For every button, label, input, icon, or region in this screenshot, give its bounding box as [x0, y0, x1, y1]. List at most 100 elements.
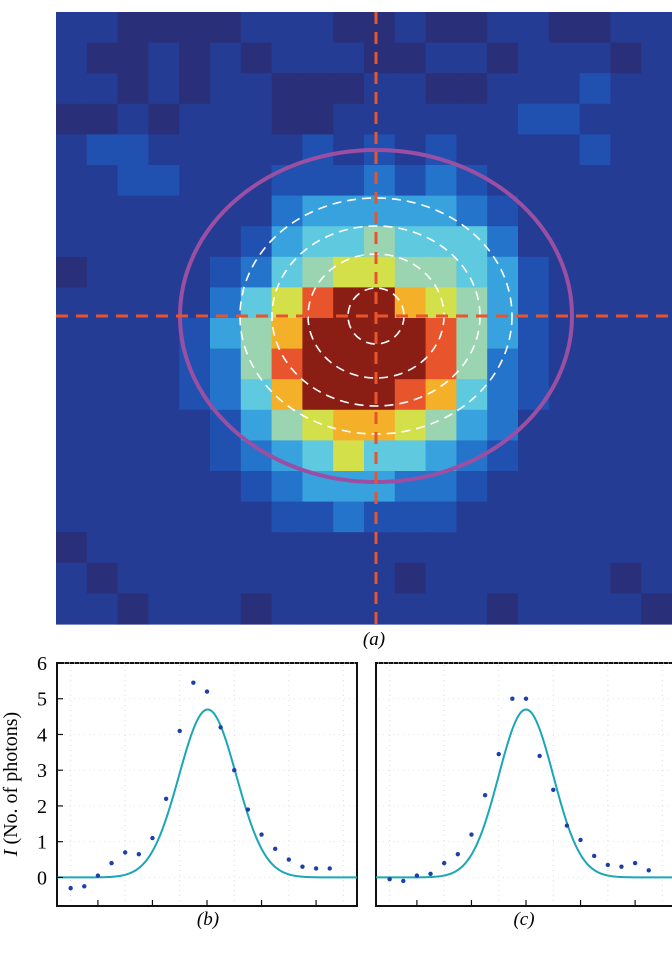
heatmap-cell [425, 226, 457, 258]
heatmap-cell [56, 256, 88, 288]
heatmap-cell [518, 103, 550, 135]
heatmap-cell [641, 440, 672, 472]
heatmap-cell [302, 562, 334, 594]
heatmap-cell [579, 593, 611, 625]
heatmap-cell [394, 593, 427, 625]
heatmap-cell [56, 562, 88, 594]
data-point [163, 796, 169, 801]
heatmap-cell [456, 348, 488, 380]
heatmap-cell [56, 42, 88, 74]
heatmap-cell [394, 501, 427, 533]
data-point [482, 793, 488, 798]
heatmap-cell [548, 532, 581, 564]
y-tick-label: 2 [37, 796, 47, 818]
heatmap-cell [117, 562, 149, 594]
heatmap-cell [487, 379, 519, 411]
heatmap-cell [271, 134, 303, 166]
heatmap-cell [148, 42, 180, 74]
heatmap-cell [333, 73, 365, 105]
heatmap-cell [210, 379, 242, 411]
heatmap-cell [117, 440, 149, 472]
heatmap-cell [56, 103, 88, 135]
heatmap-cell [117, 134, 149, 166]
heatmap-cell [148, 12, 180, 44]
heatmap-cell [179, 103, 211, 135]
heatmap-cell [610, 73, 642, 105]
y-tick-label: 6 [37, 653, 47, 675]
heatmap-cell [333, 593, 365, 625]
heatmap-cell [394, 379, 427, 411]
heatmap-cell [610, 440, 642, 472]
heatmap-cell [240, 12, 273, 44]
heatmap-cell [518, 256, 550, 288]
heatmap-cell [86, 12, 119, 44]
heatmap-cell [364, 226, 396, 258]
heatmap-cell [364, 165, 396, 197]
heatmap-cell [148, 440, 180, 472]
heatmap-cell [579, 12, 611, 44]
heatmap-cell [456, 379, 488, 411]
panel-b-fit-line [57, 708, 357, 879]
heatmap-cell [86, 532, 119, 564]
heatmap-cell [548, 593, 581, 625]
heatmap-cell [56, 379, 88, 411]
heatmap-cell [579, 348, 611, 380]
data-point [109, 860, 114, 866]
heatmap-cell [456, 42, 488, 74]
panel-c-plot [375, 662, 672, 907]
heatmap-cell [394, 440, 427, 472]
heatmap-cell [117, 501, 149, 533]
heatmap-cell [240, 226, 273, 258]
heatmap-cell [86, 287, 119, 319]
heatmap-cell [456, 501, 488, 533]
heatmap-cell [56, 471, 88, 503]
heatmap-cell [148, 409, 180, 441]
heatmap-cell [518, 287, 550, 319]
heatmap-cell [179, 12, 211, 44]
heatmap-cell [86, 562, 119, 594]
heatmap-cell [610, 165, 642, 197]
heatmap-cell [425, 440, 457, 472]
heatmap-cell [487, 42, 519, 74]
heatmap-cell [148, 103, 180, 135]
heatmap-cell [302, 532, 334, 564]
heatmap-cell [518, 379, 550, 411]
heatmap-cell [456, 409, 488, 441]
heatmap-cell [641, 287, 672, 319]
heatmap-cell [487, 440, 519, 472]
heatmap-cell [394, 532, 427, 564]
heatmap-cell [333, 287, 365, 319]
heatmap-cell [425, 287, 457, 319]
heatmap-cell [518, 532, 550, 564]
heatmap-cell [425, 593, 457, 625]
heatmap-cell [86, 134, 119, 166]
heatmap-cell [117, 103, 149, 135]
heatmap-cell [271, 256, 303, 288]
heatmap-cell [56, 318, 88, 350]
heatmap-cell [487, 318, 519, 350]
heatmap-cell [210, 318, 242, 350]
heatmap-cell [271, 287, 303, 319]
heatmap-cell [240, 562, 273, 594]
heatmap-cell [394, 256, 427, 288]
heatmap-cell [148, 318, 180, 350]
heatmap-cell [179, 73, 211, 105]
panel-a-caption: (a) [363, 629, 385, 650]
data-point [313, 866, 319, 871]
y-tick-label: 3 [37, 760, 47, 782]
heatmap-cell [86, 226, 119, 258]
data-point [177, 728, 182, 734]
heatmap-cell [210, 348, 242, 380]
heatmap-cell [210, 12, 242, 44]
heatmap-cell [394, 348, 427, 380]
heatmap-cell [148, 195, 180, 227]
heatmap-cell [518, 501, 550, 533]
data-point [605, 862, 611, 868]
heatmap-cell [240, 348, 273, 380]
heatmap-cell [86, 195, 119, 227]
heatmap-cell [641, 593, 672, 625]
heatmap-cell [394, 103, 427, 135]
heatmap-cell [364, 42, 396, 74]
heatmap-cell [641, 501, 672, 533]
heatmap-cell [302, 318, 334, 350]
